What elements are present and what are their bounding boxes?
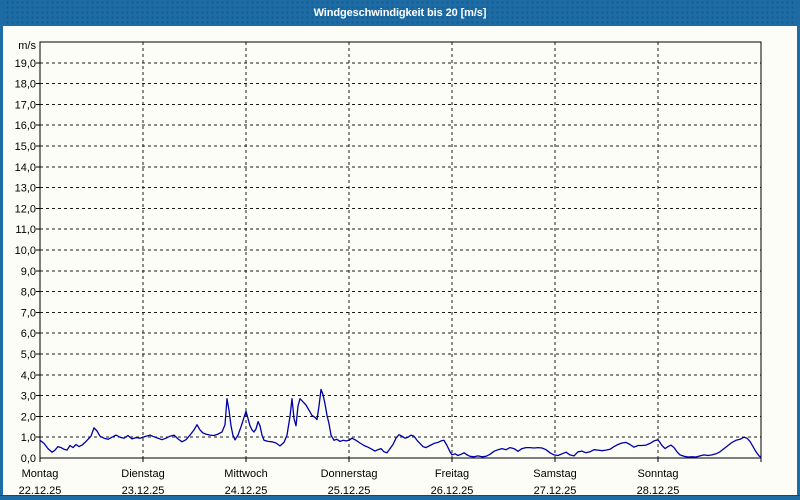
y-tick-label: 18,0	[15, 79, 36, 91]
day-date-label: 28.12.25	[637, 485, 680, 497]
day-date-label: 27.12.25	[534, 485, 577, 497]
window-titlebar: Windgeschwindigkeit bis 20 [m/s]	[0, 0, 800, 26]
day-date-label: 26.12.25	[431, 485, 474, 497]
y-tick-label: 11,0	[15, 224, 36, 236]
y-tick-label: 7,0	[21, 307, 36, 319]
y-tick-label: 14,0	[15, 162, 36, 174]
day-date-label: 25.12.25	[328, 485, 371, 497]
y-tick-label: 6,0	[21, 328, 36, 340]
y-tick-label: 15,0	[15, 141, 36, 153]
y-tick-label: 17,0	[15, 99, 36, 111]
y-axis-unit-label: m/s	[18, 40, 36, 52]
wind-speed-line	[39, 388, 762, 458]
y-tick-label: 2,0	[21, 411, 36, 423]
day-name-label: Donnerstag	[321, 468, 378, 480]
day-date-label: 22.12.25	[19, 485, 62, 497]
y-tick-label: 16,0	[15, 120, 36, 132]
day-date-label: 24.12.25	[225, 485, 268, 497]
y-tick-label: 12,0	[15, 203, 36, 215]
y-tick-label: 10,0	[15, 245, 36, 257]
y-tick-label: 8,0	[21, 287, 36, 299]
window-title: Windgeschwindigkeit bis 20 [m/s]	[313, 7, 487, 19]
day-name-label: Mittwoch	[224, 468, 267, 480]
window-border-left	[0, 0, 3, 500]
day-name-label: Montag	[22, 468, 59, 480]
y-tick-label: 19,0	[15, 58, 36, 70]
y-tick-label: 9,0	[21, 266, 36, 278]
window-border-bottom	[0, 495, 800, 500]
day-name-label: Freitag	[435, 468, 469, 480]
day-name-label: Dienstag	[121, 468, 164, 480]
window-border-right	[797, 0, 800, 500]
y-tick-label: 0,0	[21, 453, 36, 465]
y-tick-label: 1,0	[21, 432, 36, 444]
day-date-label: 23.12.25	[122, 485, 165, 497]
y-tick-label: 3,0	[21, 391, 36, 403]
day-name-label: Sonntag	[638, 468, 679, 480]
y-tick-label: 13,0	[15, 183, 36, 195]
day-name-label: Samstag	[533, 468, 576, 480]
y-tick-label: 5,0	[21, 349, 36, 361]
y-tick-label: 4,0	[21, 370, 36, 382]
